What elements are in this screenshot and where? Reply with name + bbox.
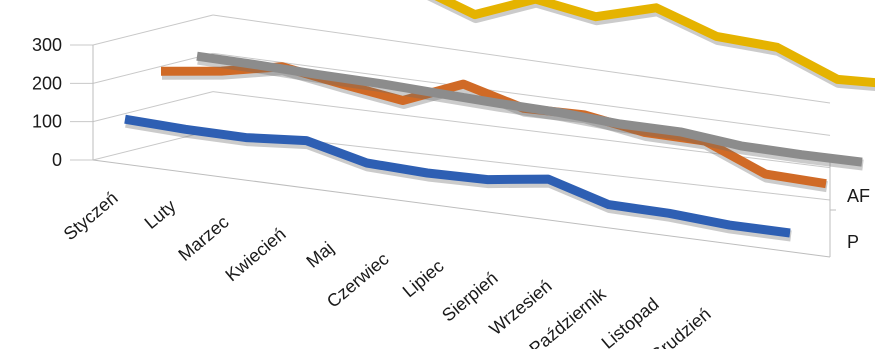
x-tick-label: Styczeń	[60, 188, 122, 244]
gridline-side	[92, 129, 214, 161]
y-tick-label: 300	[32, 35, 62, 55]
x-tick-label: Maj	[302, 238, 337, 272]
gridline	[212, 14, 831, 104]
y-tick-label: 100	[32, 112, 62, 132]
x-tick-label: Czerwiec	[323, 249, 393, 312]
x-tick-label: Luty	[141, 196, 180, 233]
x-tick-label: Listopad	[598, 294, 663, 349]
x-tick-label: Marzec	[175, 212, 233, 265]
series-line	[196, 51, 863, 167]
depth-label: AF	[847, 186, 870, 206]
series-line	[160, 62, 827, 189]
gridline	[212, 52, 831, 136]
series-shadow	[161, 64, 828, 193]
x-tick-label: Sierpień	[438, 268, 501, 326]
x-axis-line	[92, 159, 831, 258]
series-line	[124, 114, 791, 238]
gridline-side	[92, 14, 214, 46]
depth-label: P	[847, 232, 859, 252]
y-tick-label: 0	[52, 150, 62, 170]
x-tick-label: Kwiecień	[222, 224, 290, 286]
y-tick-label: 200	[32, 73, 62, 93]
gridline-side	[92, 91, 214, 123]
x-tick-label: Lipiec	[399, 256, 448, 302]
series-line	[434, 0, 875, 88]
gridline-side	[92, 52, 214, 84]
